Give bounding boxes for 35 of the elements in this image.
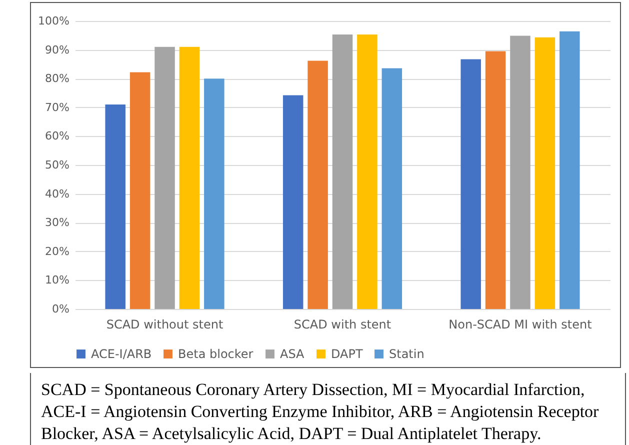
bar (460, 59, 481, 309)
bar (382, 68, 402, 309)
y-tick-label: 20% (45, 244, 70, 258)
bar (154, 46, 175, 309)
bar (308, 60, 328, 309)
y-tick-label: 40% (45, 187, 70, 200)
y-tick-label: 0% (52, 302, 70, 316)
x-tick-label: Non-SCAD MI with stent (448, 318, 592, 332)
legend-label: Beta blocker (178, 347, 254, 361)
y-tick-label: 80% (45, 72, 70, 86)
bar (485, 51, 506, 309)
bar (179, 46, 200, 309)
text: SCAD = Spontaneous Coronary Artery Dissection, MI = Myocardial Infarction, ACE-I = Angiotensin Converting Enzyme Inhibitor, ARB = Angiotensin Receptor Blocker, ASA = Acetylsalicylic Acid, DAPT = Dual Antiplatelet Therapy. (30, 373, 626, 445)
y-tick-label: 60% (45, 130, 70, 143)
y-tick-label: 10% (45, 274, 70, 287)
bar (332, 34, 353, 309)
y-tick-label: 100% (38, 14, 70, 28)
bar (105, 104, 126, 309)
bar (130, 72, 150, 309)
bar (560, 31, 580, 309)
y-tick-label: 30% (45, 216, 70, 230)
legend-label: ASA (280, 347, 306, 361)
bar (534, 37, 556, 309)
y-tick-label: 70% (45, 100, 70, 114)
legend-label: Statin (389, 347, 424, 361)
legend-label: DAPT (331, 347, 364, 361)
x-tick-label: SCAD without stent (106, 318, 224, 332)
bar (357, 34, 378, 309)
bar (282, 95, 304, 309)
x-tick-label: SCAD with stent (294, 318, 392, 332)
y-tick-label: 50% (45, 158, 70, 172)
bar (204, 78, 224, 309)
legend-label: ACE-I/ARB (91, 347, 152, 361)
bar (510, 36, 530, 309)
y-tick-label: 90% (45, 43, 70, 56)
